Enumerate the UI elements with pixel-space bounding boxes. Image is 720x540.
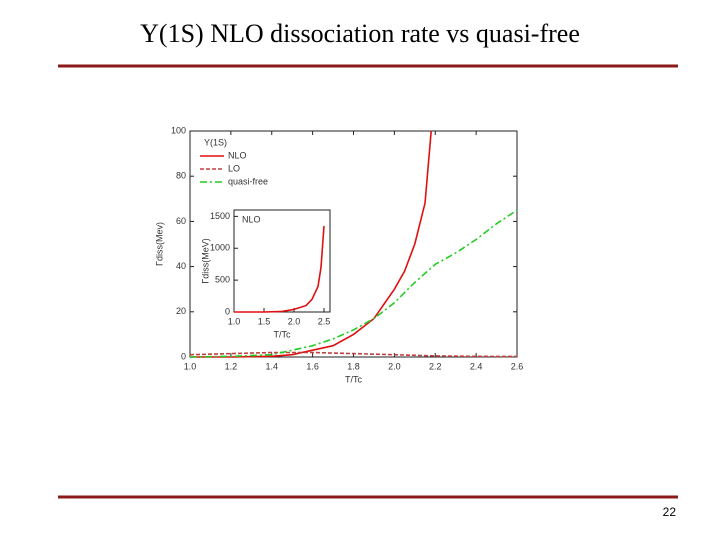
series-line [189,351,518,358]
legend-label: NLO [228,150,247,160]
x-tick-label: 1.6 [306,361,319,371]
annotation: NLO [242,214,261,224]
x-tick-label: 2.4 [470,361,483,371]
series-line [234,225,325,313]
legend-label: LO [228,163,240,173]
y-axis-label: Γdiss(MeV) [200,238,210,283]
x-tick-label: 2.5 [318,316,331,326]
legend-title: Y(1S) [204,137,227,147]
y-tick-label: 20 [176,306,186,316]
x-tick-label: 1.4 [265,361,278,371]
y-tick-label: 80 [176,171,186,181]
x-tick-label: 1.5 [258,316,271,326]
page-number: 22 [663,505,677,519]
y-tick-label: 40 [176,261,186,271]
x-tick-label: 2.0 [288,316,301,326]
plot-frame [233,209,331,313]
x-tick-label: 1.8 [347,361,360,371]
x-axis-label: T/Tc [345,374,362,384]
y-tick-label: 60 [176,216,186,226]
y-tick-label: 500 [215,275,230,285]
x-tick-label: 2.6 [511,361,524,371]
y-tick-label: 1500 [210,211,230,221]
y-tick-label: 0 [181,351,186,361]
x-axis-label: T/Tc [274,329,291,339]
x-tick-label: 1.0 [184,361,197,371]
y-tick-label: 0 [225,306,230,316]
x-tick-label: 2.0 [388,361,401,371]
series-line [190,130,432,358]
y-axis-label: Γdiss(Mev) [154,222,164,266]
legend-label: quasi-free [228,176,268,186]
x-tick-label: 1.2 [225,361,238,371]
series-line [189,209,518,358]
x-tick-label: 2.2 [429,361,442,371]
slide-title: Y(1S) NLO dissociation rate vs quasi-fre… [140,19,580,48]
y-tick-label: 100 [171,125,186,135]
x-tick-label: 1.0 [228,316,241,326]
y-tick-label: 1000 [210,243,230,253]
